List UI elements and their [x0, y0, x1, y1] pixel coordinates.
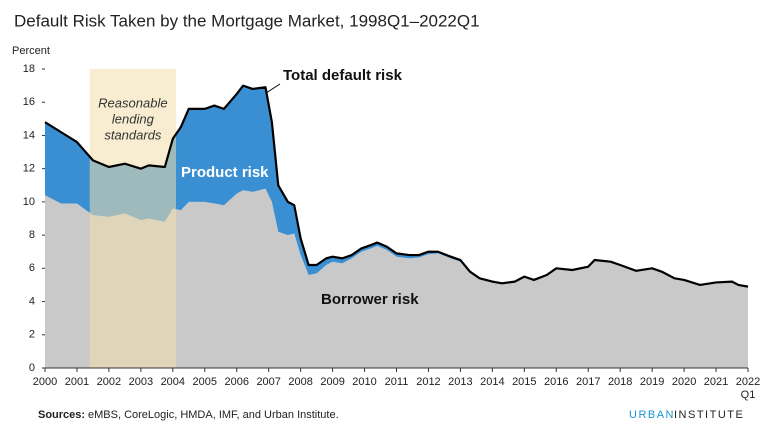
shade-label: Reasonable	[98, 95, 167, 110]
x-tick-label: 2003	[129, 376, 153, 388]
x-tick-label: 2021	[704, 376, 728, 388]
y-tick-label: 14	[23, 129, 35, 141]
x-tick-label: 2005	[193, 376, 217, 388]
y-tick-label: 6	[29, 262, 35, 274]
source-label: Sources:	[38, 409, 85, 421]
x-tick-label: 2016	[544, 376, 568, 388]
y-tick-label: 18	[23, 63, 35, 75]
leader-line	[265, 83, 281, 94]
y-tick-label: 8	[29, 229, 35, 241]
x-tick-label: 2012	[416, 376, 440, 388]
area-0	[45, 188, 748, 368]
x-tick-label: 2009	[320, 376, 344, 388]
x-tick-sublabel: Q1	[741, 389, 756, 401]
x-tick-label: 2002	[97, 376, 121, 388]
shade-label: lending	[112, 111, 155, 126]
source: eMBS, CoreLogic, HMDA, IMF, and Urban In…	[88, 409, 339, 421]
logo-urban: URBAN	[629, 409, 675, 421]
x-tick-label: 2010	[352, 376, 376, 388]
y-tick-label: 16	[23, 96, 35, 108]
x-tick-label: 2004	[161, 376, 185, 388]
x-tick-label: 2018	[608, 376, 632, 388]
x-tick-label: 2019	[640, 376, 664, 388]
total-label: Total default risk	[283, 67, 403, 84]
y-axis-label: Percent	[12, 45, 50, 57]
x-tick-label: 2020	[672, 376, 696, 388]
shade-label: standards	[104, 127, 162, 142]
x-tick-label: 2011	[385, 376, 409, 388]
x-tick-label: 2017	[576, 376, 600, 388]
y-tick-label: 10	[23, 196, 35, 208]
x-tick-label: 2015	[512, 376, 536, 388]
x-tick-label: 2000	[33, 376, 57, 388]
x-tick-label: 2008	[288, 376, 312, 388]
y-tick-label: 4	[29, 295, 35, 307]
y-tick-label: 12	[23, 163, 35, 175]
chart-title: Default Risk Taken by the Mortgage Marke…	[14, 11, 480, 30]
y-tick-label: 2	[29, 329, 35, 341]
x-tick-label: 2014	[480, 376, 504, 388]
total-line	[44, 84, 749, 288]
x-tick-label: 2006	[224, 376, 248, 388]
area-1	[45, 85, 748, 288]
x-tick-label: 2007	[256, 376, 280, 388]
x-tick-label: 2022	[736, 376, 760, 388]
shaded-period	[89, 69, 177, 368]
series-label: Borrower risk	[321, 291, 419, 308]
x-tick-label: 2001	[65, 376, 89, 388]
series-label: Product risk	[181, 164, 269, 181]
x-tick-label: 2013	[448, 376, 472, 388]
logo-institute: INSTITUTE	[674, 409, 744, 421]
y-tick-label: 0	[29, 362, 35, 374]
